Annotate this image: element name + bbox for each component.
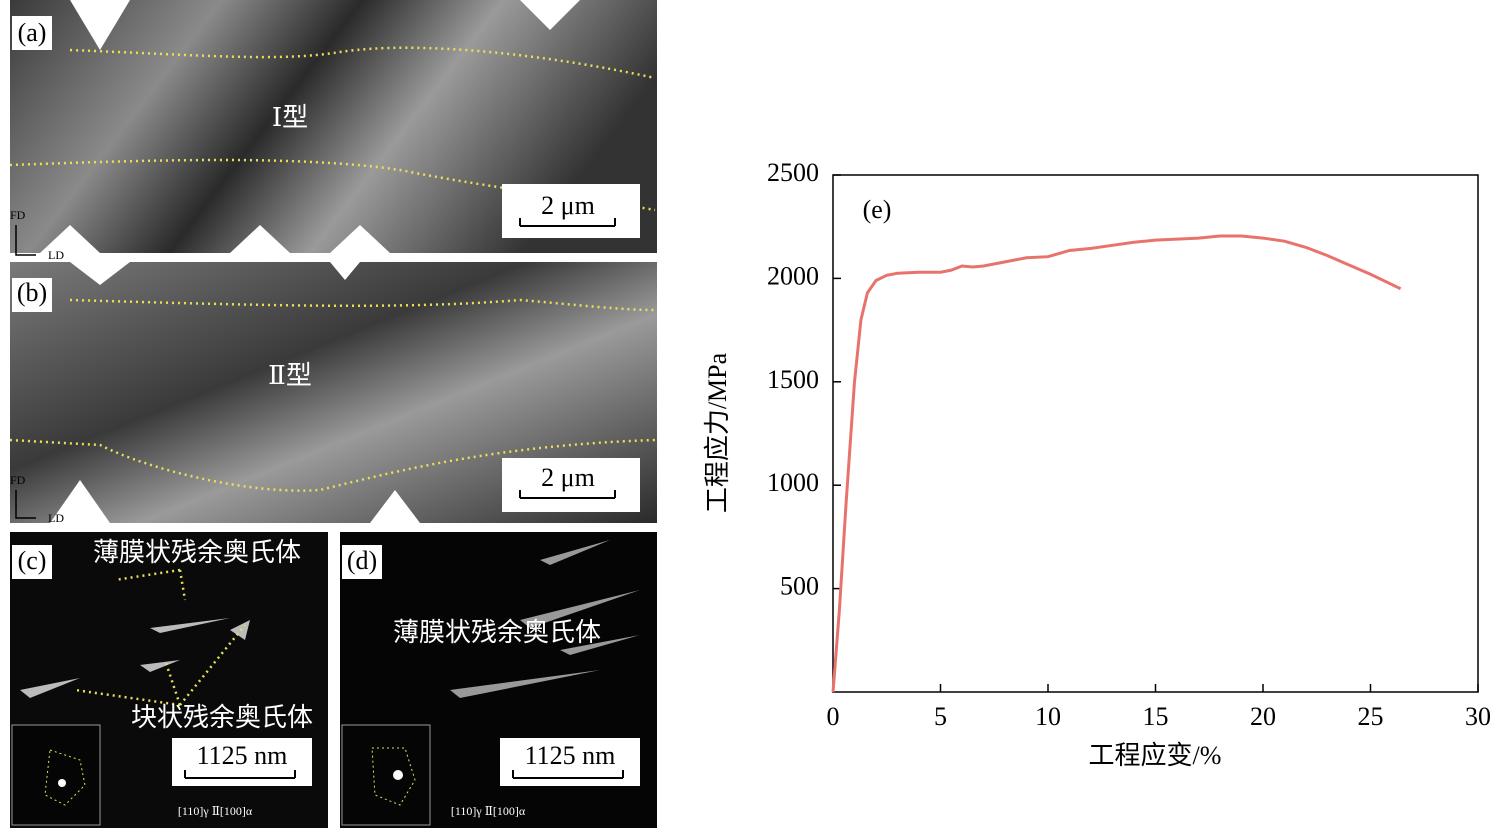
micrograph-c: (c) 薄膜状残余奥氏体 块状残余奥氏体 1125 nm [110]γ Ⅱ[10… — [10, 532, 328, 828]
x-tick-label: 10 — [1035, 702, 1061, 731]
y-tick-label: 2000 — [767, 261, 819, 290]
y-tick-label: 2500 — [767, 158, 819, 187]
y-tick-label: 1500 — [767, 365, 819, 394]
x-tick-label: 5 — [934, 702, 947, 731]
chart-annotation: (e) — [863, 195, 892, 224]
diffraction-label: [110]γ Ⅱ[100]α — [178, 804, 253, 818]
annotation: 薄膜状残余奥氏体 — [393, 618, 601, 647]
micrograph-b: (b) Ⅱ型 2 μm FD LD — [9, 262, 657, 525]
axis-label: LD — [48, 248, 64, 262]
annotation: 块状残余奥氏体 — [131, 703, 313, 732]
micrograph-d: (d) 薄膜状残余奥氏体 1125 nm [110]γ Ⅱ[100]α — [340, 532, 657, 828]
panel-label: (a) — [18, 18, 47, 47]
scale-bar: 2 μm — [541, 463, 595, 492]
axis-label: FD — [10, 208, 26, 222]
panel-label: (c) — [18, 546, 47, 575]
x-tick-label: 30 — [1465, 702, 1491, 731]
scale-bar: 1125 nm — [197, 741, 288, 770]
scale-bar: 2 μm — [541, 191, 595, 220]
panel-label: (b) — [17, 278, 47, 307]
x-tick-label: 25 — [1358, 702, 1384, 731]
x-tick-label: 20 — [1250, 702, 1276, 731]
stress-strain-line — [831, 234, 1402, 693]
stress-strain-chart: (e) 工程应变/% 工程应力/MPa 0 5 10 15 20 25 30 500 1000 1… — [703, 158, 1491, 770]
x-axis-label: 工程应变/% — [1089, 741, 1222, 770]
micrograph-a: (a) Ⅰ型 2 μm FD LD — [9, 0, 657, 262]
scale-bar: 1125 nm — [525, 741, 616, 770]
axis-label: FD — [10, 473, 26, 487]
type-label: Ⅰ型 — [272, 103, 308, 132]
type-label: Ⅱ型 — [268, 361, 312, 390]
panel-label: (d) — [347, 546, 377, 575]
y-tick-label: 500 — [780, 572, 819, 601]
x-tick-label: 0 — [827, 702, 840, 731]
y-axis-label: 工程应力/MPa — [703, 352, 732, 513]
annotation: 薄膜状残余奥氏体 — [93, 538, 301, 567]
x-tick-label: 15 — [1143, 702, 1169, 731]
plot-frame — [832, 174, 1479, 693]
axis-label: LD — [48, 511, 64, 525]
y-tick-label: 1000 — [767, 468, 819, 497]
diffraction-label: [110]γ Ⅱ[100]α — [451, 804, 526, 818]
